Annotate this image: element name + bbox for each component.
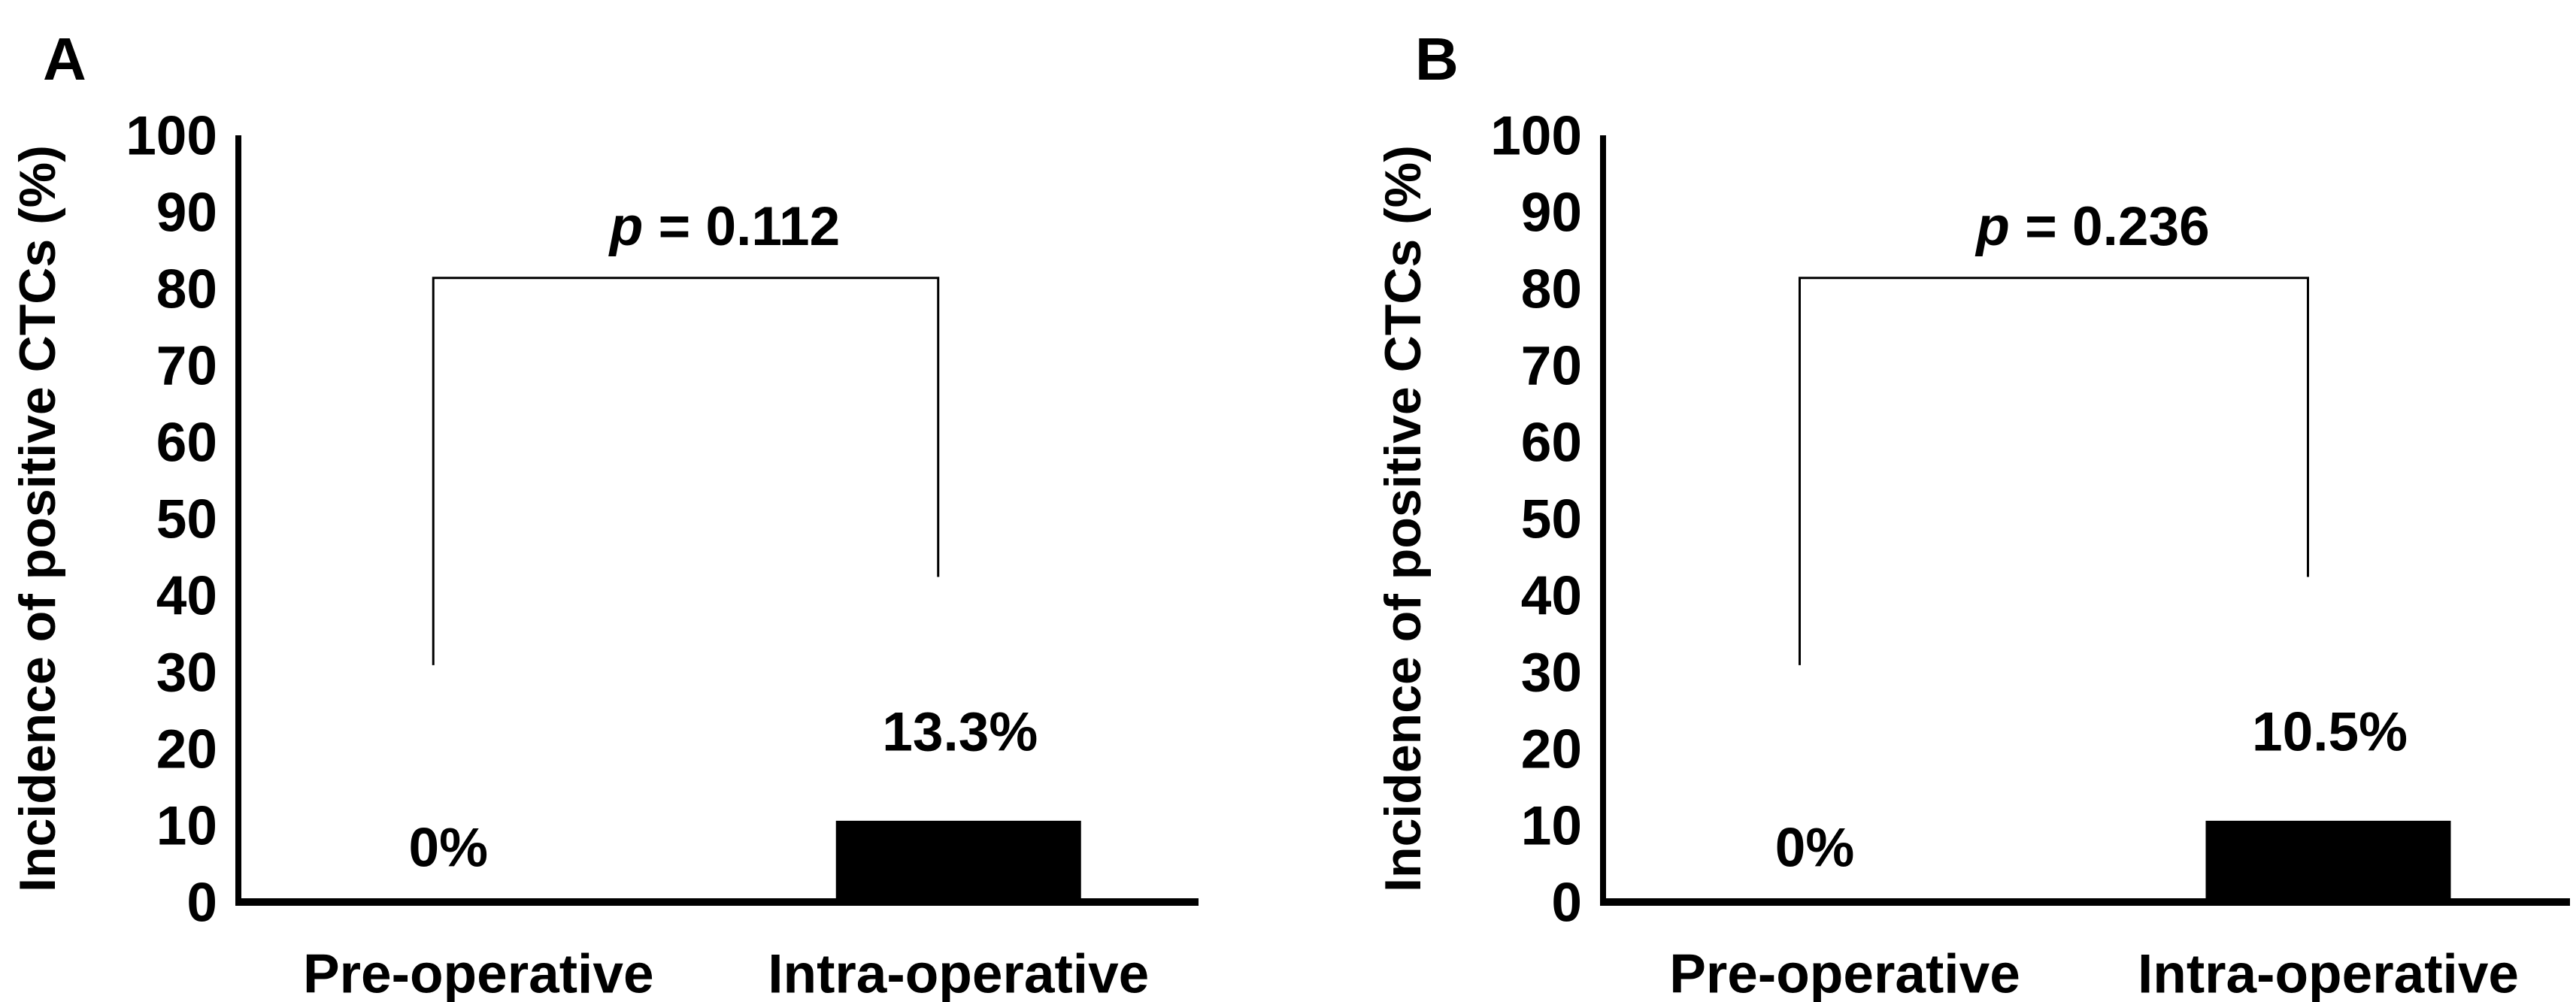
p-value-label: p = 0.236 [1974,196,2209,257]
y-tick-label: 80 [156,259,217,320]
y-tick-label: 60 [1521,413,1582,474]
y-axis-title: Incidence of positive CTCs (%) [1374,145,1432,892]
y-tick-label: 50 [156,489,217,550]
intra-operative-bar [2205,820,2451,902]
significance-bracket [1799,277,2309,665]
category-label: Intra-operative [2138,944,2519,1002]
y-tick-label: 10 [156,796,217,857]
y-tick-label: 0 [186,873,217,934]
y-tick-label: 50 [1521,489,1582,550]
y-tick-label: 100 [126,106,217,167]
p-value-number: = 0.236 [2010,196,2210,257]
y-tick-label: 70 [156,336,217,397]
y-tick-label: 30 [156,643,217,704]
pre-operative-value-label: 0% [408,818,488,879]
intra-operative-bar [835,820,1081,902]
p-value-number: = 0.112 [643,196,840,257]
y-tick-label: 30 [1521,643,1582,704]
panel-b-chart: B Incidence of positive CTCs (%) 0 10 20 30 40… [1374,26,2570,1002]
significance-bracket [432,277,940,665]
p-value-symbol: p [1974,196,2010,257]
panel-label: A [43,26,86,92]
y-tick-label: 40 [1521,566,1582,627]
y-axis-title: Incidence of positive CTCs (%) [9,145,66,892]
y-tick-label: 80 [1521,259,1582,320]
y-tick-label: 90 [156,183,217,244]
p-value-label: p = 0.112 [608,196,840,257]
intra-operative-value-label: 10.5% [2252,702,2408,763]
y-tick-label: 20 [1521,719,1582,780]
intra-operative-value-label: 13.3% [882,702,1038,763]
y-tick-label: 10 [1521,796,1582,857]
category-label: Pre-operative [303,944,654,1002]
y-tick-label: 70 [1521,336,1582,397]
y-tick-label: 60 [156,413,217,474]
p-value-symbol: p [608,196,644,257]
y-tick-label: 100 [1490,106,1582,167]
pre-operative-value-label: 0% [1775,818,1855,879]
panel-label: B [1415,26,1459,92]
y-tick-label: 20 [156,719,217,780]
category-label: Intra-operative [768,944,1149,1002]
y-tick-label: 40 [156,566,217,627]
category-label: Pre-operative [1669,944,2020,1002]
y-tick-label: 0 [1551,873,1582,934]
panel-a-chart: A Incidence of positive CTCs (%) 0 10 20 30 40… [9,26,1199,1002]
y-tick-label: 90 [1521,183,1582,244]
